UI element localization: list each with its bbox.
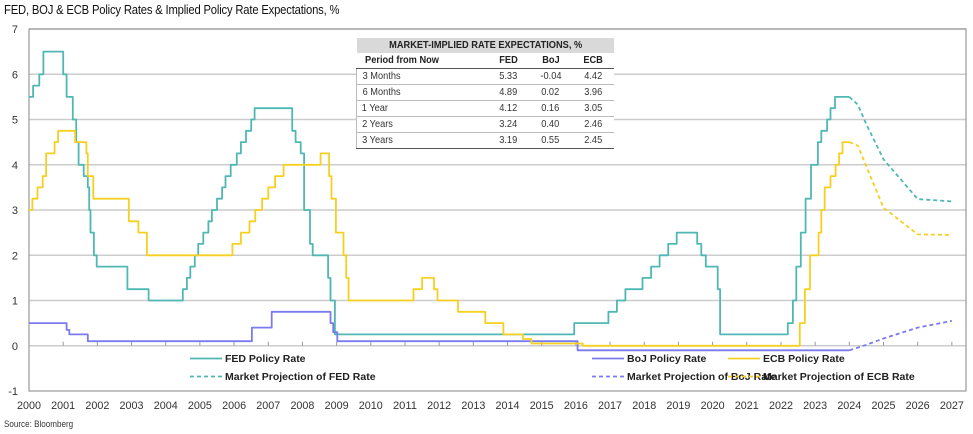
ecb-cell: 3.05 bbox=[572, 100, 614, 117]
x-tick-label: 2010 bbox=[359, 400, 383, 412]
x-tick-label: 2024 bbox=[837, 400, 861, 412]
x-tick-label: 2020 bbox=[701, 400, 725, 412]
series-lines bbox=[29, 50, 953, 352]
x-tick-label: 2004 bbox=[154, 400, 178, 412]
y-tick-label: 2 bbox=[12, 250, 18, 262]
legend-label: Market Projection of FED Rate bbox=[225, 371, 376, 383]
x-tick-label: 2016 bbox=[564, 400, 588, 412]
table-row: 1 Year 4.12 0.16 3.05 bbox=[355, 100, 614, 117]
y-tick-label: 6 bbox=[12, 69, 18, 81]
x-tick-label: 2001 bbox=[51, 400, 75, 412]
x-tick-label: 2019 bbox=[666, 400, 690, 412]
boj-cell: 0.40 bbox=[528, 116, 573, 133]
y-tick-label: 7 bbox=[12, 24, 18, 36]
y-tick-label: -1 bbox=[8, 386, 18, 398]
market-projection-of-ecb-rate-line bbox=[848, 141, 952, 236]
column-header-ecb: ECB bbox=[572, 53, 614, 69]
market-projection-of-fed-rate-line bbox=[848, 96, 952, 203]
period-cell: 3 Months bbox=[355, 68, 489, 85]
boj-cell: 0.16 bbox=[528, 100, 573, 117]
x-tick-label: 2026 bbox=[906, 400, 930, 412]
fed-cell: 4.12 bbox=[488, 100, 529, 117]
x-tick-label: 2002 bbox=[85, 400, 109, 412]
boj-policy-rate-line bbox=[29, 310, 850, 352]
x-tick-label: 2022 bbox=[769, 400, 793, 412]
y-tick-label: 3 bbox=[12, 205, 18, 217]
ecb-cell: 3.96 bbox=[572, 84, 614, 101]
legend-label: Market Projection of ECB Rate bbox=[763, 371, 915, 383]
x-tick-label: 2027 bbox=[940, 400, 964, 412]
boj-cell: 0.55 bbox=[528, 132, 573, 149]
legend-label: ECB Policy Rate bbox=[763, 353, 845, 365]
table-row: 3 Months 5.33 -0.04 4.42 bbox=[355, 68, 614, 85]
table-row: 2 Years 3.24 0.40 2.46 bbox=[355, 116, 614, 133]
x-tick-label: 2015 bbox=[530, 400, 554, 412]
market-projection-of-boj-rate-line bbox=[849, 320, 953, 352]
x-tick-label: 2012 bbox=[427, 400, 451, 412]
boj-cell: -0.04 bbox=[528, 68, 573, 85]
source-note: Source: Bloomberg bbox=[4, 419, 74, 430]
x-tick-label: 2005 bbox=[188, 400, 212, 412]
period-cell: 2 Years bbox=[355, 116, 489, 133]
boj-cell: 0.02 bbox=[528, 84, 573, 101]
y-tick-label: 0 bbox=[12, 341, 18, 353]
column-header-fed: FED bbox=[488, 53, 529, 69]
x-tick-label: 2023 bbox=[803, 400, 827, 412]
column-header-boj: BoJ bbox=[528, 53, 573, 69]
x-tick-label: 2021 bbox=[735, 400, 759, 412]
x-tick-label: 2011 bbox=[393, 400, 417, 412]
ecb-policy-rate-line bbox=[29, 129, 850, 347]
x-tick-label: 2003 bbox=[120, 400, 144, 412]
y-tick-label: 1 bbox=[12, 296, 18, 308]
fed-cell: 5.33 bbox=[488, 68, 529, 85]
ecb-cell: 2.46 bbox=[572, 116, 614, 133]
legend-label: BoJ Policy Rate bbox=[627, 353, 707, 365]
y-tick-label: 5 bbox=[12, 115, 18, 127]
period-cell: 1 Year bbox=[355, 100, 489, 117]
legend-label: Market Projection of BoJ Rate bbox=[627, 371, 777, 383]
ecb-cell: 2.45 bbox=[572, 132, 614, 149]
fed-policy-rate-line bbox=[29, 50, 850, 336]
x-tick-label: 2025 bbox=[872, 400, 896, 412]
x-tick-label: 2017 bbox=[598, 400, 622, 412]
legend-label: FED Policy Rate bbox=[225, 353, 306, 365]
table-row: 3 Years 3.19 0.55 2.45 bbox=[355, 132, 614, 149]
ecb-cell: 4.42 bbox=[572, 68, 614, 85]
x-tick-label: 2008 bbox=[290, 400, 314, 412]
x-tick-label: 2018 bbox=[632, 400, 656, 412]
period-cell: 3 Years bbox=[355, 132, 489, 149]
legend: FED Policy Rate BoJ Policy Rate ECB Policy… bbox=[190, 353, 915, 383]
fed-cell: 3.19 bbox=[488, 132, 529, 149]
x-tick-label: 2006 bbox=[222, 400, 246, 412]
chart-title: FED, BOJ & ECB Policy Rates & Implied Po… bbox=[4, 3, 340, 17]
x-tick-label: 2014 bbox=[496, 400, 520, 412]
column-header-period: Period from Now bbox=[356, 53, 489, 69]
x-tick-label: 2000 bbox=[17, 400, 41, 412]
table-row: 6 Months 4.89 0.02 3.96 bbox=[355, 84, 614, 101]
x-tick-label: 2009 bbox=[325, 400, 349, 412]
market-implied-rate-table: MARKET-IMPLIED RATE EXPECTATIONS, % Peri… bbox=[355, 38, 614, 149]
x-tick-label: 2007 bbox=[256, 400, 280, 412]
fed-cell: 4.89 bbox=[488, 84, 529, 101]
fed-cell: 3.24 bbox=[488, 116, 529, 133]
x-tick-label: 2013 bbox=[461, 400, 485, 412]
y-tick-label: 4 bbox=[12, 160, 18, 172]
period-cell: 6 Months bbox=[355, 84, 489, 101]
table-header-row: Period from Now FED BoJ ECB bbox=[356, 53, 614, 69]
table-title: MARKET-IMPLIED RATE EXPECTATIONS, % bbox=[356, 38, 614, 53]
